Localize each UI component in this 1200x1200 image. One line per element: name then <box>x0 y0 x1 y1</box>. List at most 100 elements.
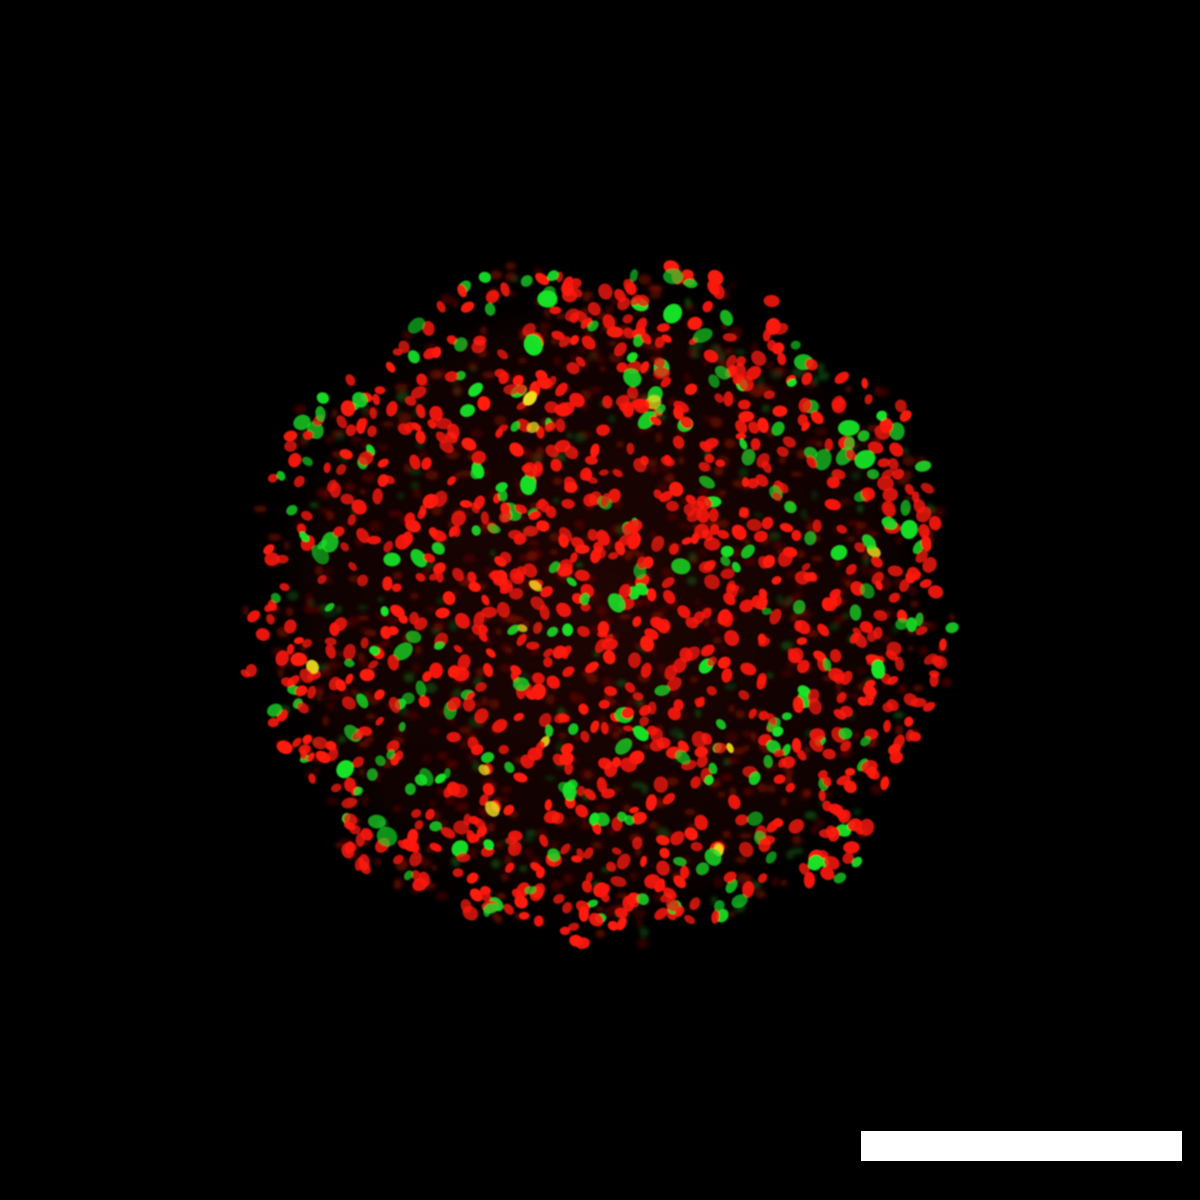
red-nucleus <box>516 384 527 395</box>
green-nucleus <box>747 811 763 826</box>
green-nucleus <box>455 370 466 381</box>
background-speckle <box>512 615 524 622</box>
red-nucleus <box>854 542 866 553</box>
red-nucleus <box>600 892 610 903</box>
red-nucleus <box>308 773 316 784</box>
red-nucleus <box>518 911 530 920</box>
red-nucleus <box>627 386 639 399</box>
background-speckle <box>761 404 771 413</box>
background-speckle <box>629 872 638 880</box>
red-nucleus <box>415 430 426 444</box>
red-nucleus <box>386 740 400 753</box>
red-nucleus <box>922 701 936 712</box>
red-nucleus <box>866 630 878 642</box>
red-nucleus <box>708 508 719 522</box>
red-nucleus <box>580 730 590 743</box>
red-nucleus <box>805 358 818 371</box>
red-nucleus <box>704 453 715 464</box>
green-nucleus <box>663 303 683 324</box>
background-speckle <box>839 498 852 506</box>
background-speckle <box>804 811 818 820</box>
green-nucleus <box>634 583 649 596</box>
red-nucleus <box>390 604 405 618</box>
green-nucleus <box>813 449 832 471</box>
red-nucleus <box>798 862 810 875</box>
background-speckle <box>242 605 249 616</box>
background-speckle <box>649 292 662 299</box>
background-speckle <box>630 782 645 789</box>
green-nucleus <box>836 824 852 837</box>
red-nucleus <box>899 578 910 593</box>
red-nucleus <box>639 635 655 652</box>
red-nucleus <box>915 626 928 636</box>
red-nucleus <box>847 818 863 832</box>
background-speckle <box>649 466 658 474</box>
red-nucleus <box>247 610 261 623</box>
red-nucleus <box>435 607 450 619</box>
red-nucleus <box>812 519 822 533</box>
red-nucleus <box>772 322 789 335</box>
red-nucleus <box>862 684 877 698</box>
red-nucleus <box>509 442 524 457</box>
green-nucleus <box>851 856 863 868</box>
red-nucleus <box>560 843 571 855</box>
red-nucleus <box>857 696 868 707</box>
red-nucleus <box>539 604 550 621</box>
red-nucleus <box>367 425 377 437</box>
red-nucleus <box>275 650 290 667</box>
red-nucleus <box>610 876 627 887</box>
background-speckle <box>580 768 593 780</box>
background-speckle <box>757 375 764 387</box>
background-speckle <box>870 784 884 795</box>
green-nucleus <box>714 900 725 912</box>
background-speckle <box>782 774 793 782</box>
red-nucleus <box>905 571 916 584</box>
red-nucleus <box>893 734 905 750</box>
red-nucleus <box>821 597 835 612</box>
red-nucleus <box>618 583 632 599</box>
red-nucleus <box>785 782 796 793</box>
red-nucleus <box>918 523 930 539</box>
background-speckle <box>910 600 920 608</box>
red-nucleus <box>667 707 682 721</box>
red-nucleus <box>881 469 895 479</box>
red-nucleus <box>796 659 810 674</box>
red-nucleus <box>307 752 315 762</box>
red-nucleus <box>513 772 528 783</box>
red-nucleus <box>713 742 727 754</box>
background-speckle <box>337 650 344 658</box>
background-speckle <box>655 431 663 443</box>
red-nucleus <box>646 588 657 602</box>
red-nucleus <box>904 716 914 727</box>
red-nucleus <box>687 316 703 330</box>
red-nucleus <box>414 820 424 830</box>
background-speckle <box>516 584 531 590</box>
red-nucleus <box>468 815 480 825</box>
background-speckle <box>802 746 812 755</box>
red-nucleus <box>889 442 904 457</box>
red-nucleus <box>392 348 403 356</box>
red-nucleus <box>459 500 473 508</box>
red-nucleus <box>264 552 280 566</box>
background-speckle <box>577 345 587 354</box>
background-speckle <box>766 361 774 371</box>
red-nucleus <box>413 617 428 631</box>
red-nucleus <box>735 814 749 826</box>
green-nucleus <box>429 821 443 832</box>
red-nucleus <box>401 838 418 852</box>
red-nucleus <box>395 533 411 550</box>
red-nucleus <box>836 692 847 704</box>
red-nucleus <box>454 612 471 629</box>
background-speckle <box>545 693 555 705</box>
red-nucleus <box>544 401 559 414</box>
red-nucleus <box>393 854 404 865</box>
green-nucleus <box>784 501 797 514</box>
background-speckle <box>388 510 402 518</box>
red-nucleus <box>724 629 740 647</box>
background-speckle <box>462 554 476 563</box>
background-speckle <box>501 786 512 793</box>
green-nucleus <box>459 404 476 417</box>
background-speckle <box>579 822 593 829</box>
background-speckle <box>738 833 753 839</box>
red-nucleus <box>514 895 528 909</box>
